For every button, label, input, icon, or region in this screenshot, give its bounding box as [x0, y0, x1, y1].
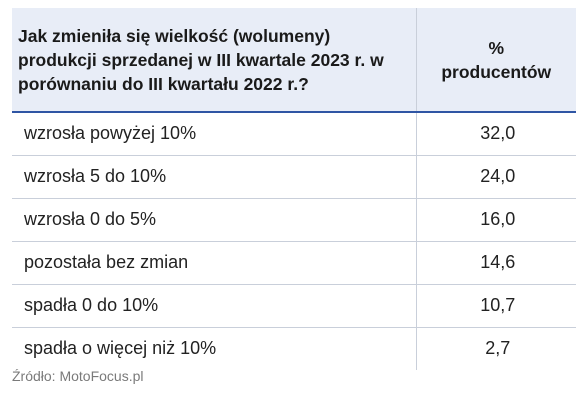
row-value: 2,7: [485, 338, 511, 359]
table-row: spadła 0 do 10% 10,7: [12, 284, 576, 328]
question-header: Jak zmieniła się wielkość (wolumeny) pro…: [12, 8, 417, 113]
row-value: 10,7: [416, 284, 576, 328]
row-value: 32,0: [416, 112, 576, 156]
percent-symbol: %: [488, 37, 505, 58]
table-row: wzrosła powyżej 10% 32,0: [12, 112, 576, 156]
row-label: wzrosła 0 do 5%: [12, 198, 417, 242]
table-row: pozostała bez zmian 14,6: [12, 241, 576, 285]
row-value: 14,6: [416, 241, 576, 285]
survey-table: Jak zmieniła się wielkość (wolumeny) pro…: [12, 8, 576, 370]
survey-table-container: Jak zmieniła się wielkość (wolumeny) pro…: [12, 8, 576, 370]
table-row: spadła o więcej niż 10% 2,7: [12, 327, 576, 370]
table-row: wzrosła 5 do 10% 24,0: [12, 155, 576, 199]
percent-label: producentów: [441, 61, 552, 82]
source-note: Źródło: MotoFocus.pl: [12, 368, 144, 384]
row-value: 16,0: [416, 198, 576, 242]
row-label: wzrosła 5 do 10%: [12, 155, 417, 199]
row-label: pozostała bez zmian: [12, 241, 417, 285]
row-label: spadła o więcej niż 10%: [12, 327, 417, 370]
row-label: wzrosła powyżej 10%: [12, 112, 417, 156]
row-label: spadła 0 do 10%: [12, 284, 417, 328]
row-value: 24,0: [416, 155, 576, 199]
table-row: wzrosła 0 do 5% 16,0: [12, 198, 576, 242]
percent-header: % producentów: [416, 8, 576, 113]
table-header-row: Jak zmieniła się wielkość (wolumeny) pro…: [12, 8, 576, 113]
